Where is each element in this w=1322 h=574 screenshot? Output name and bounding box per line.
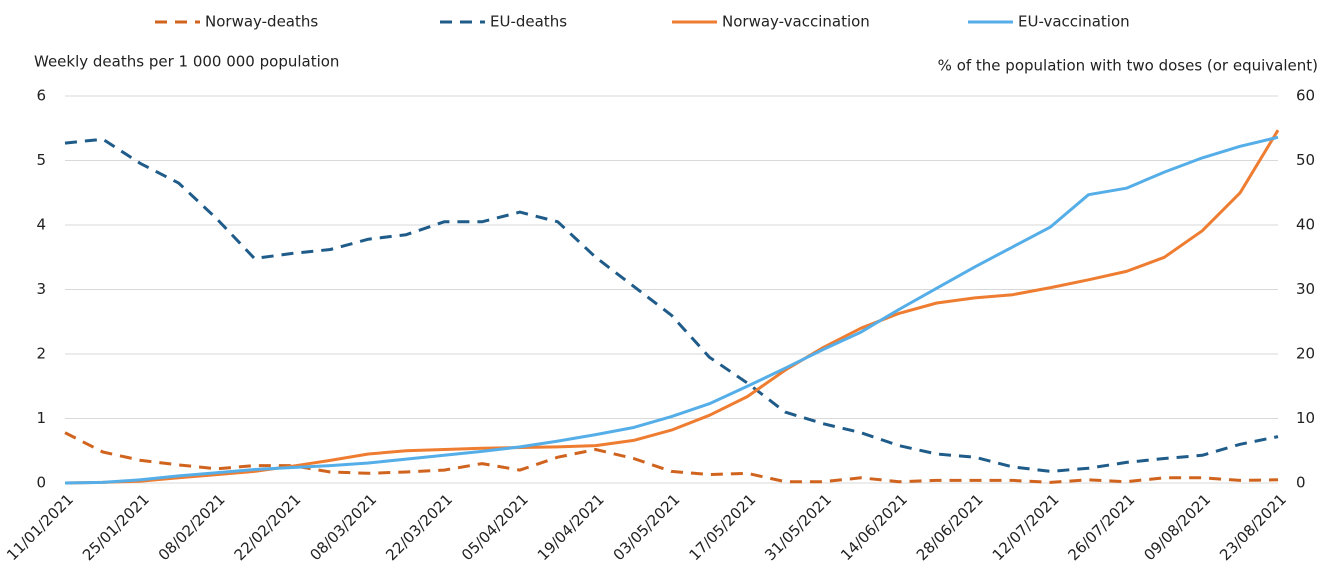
x-tick-label: 03/05/2021 [610,490,684,564]
y-tick-label: 2 [36,345,46,363]
y2-tick-label: 20 [1296,345,1315,363]
legend-label: EU-deaths [490,13,567,31]
y2-tick-label: 30 [1296,280,1315,298]
x-tick-label: 05/04/2021 [458,490,532,564]
y-tick-label: 3 [36,280,46,298]
y-tick-label: 5 [36,151,46,169]
x-tick-label: 28/06/2021 [913,490,987,564]
y2-tick-label: 50 [1296,151,1315,169]
legend-label: Norway-deaths [205,13,318,31]
x-tick-label: 31/05/2021 [761,490,835,564]
x-tick-label: 23/08/2021 [1216,490,1290,564]
x-tick-label: 08/02/2021 [155,490,229,564]
y2-tick-label: 10 [1296,409,1315,427]
x-tick-label: 22/02/2021 [231,490,305,564]
x-tick-label: 08/03/2021 [306,490,380,564]
y-tick-label: 6 [36,87,46,105]
x-tick-label: 11/01/2021 [3,490,77,564]
x-tick-label: 26/07/2021 [1065,490,1139,564]
x-tick-label: 25/01/2021 [79,490,153,564]
series-line [64,135,1279,485]
y-tick-label: 1 [36,409,46,427]
series-line [64,129,1280,485]
series-line [64,431,1279,484]
y2-tick-label: 60 [1296,87,1315,105]
legend-label: EU-vaccination [1018,13,1130,31]
legend-label: Norway-vaccination [722,13,870,31]
x-tick-label: 12/07/2021 [989,490,1063,564]
series-line [64,137,1279,473]
y2-tick-label: 0 [1296,474,1306,492]
x-tick-label: 19/04/2021 [534,490,608,564]
y2-tick-label: 40 [1296,216,1315,234]
x-tick-label: 17/05/2021 [685,490,759,564]
x-tick-label: 09/08/2021 [1140,490,1214,564]
y2-axis-label: % of the population with two doses (or e… [938,57,1318,75]
x-tick-label: 14/06/2021 [837,490,911,564]
y-axis-label: Weekly deaths per 1 000 000 population [34,53,339,71]
x-tick-label: 22/03/2021 [382,490,456,564]
y-tick-label: 0 [36,474,46,492]
y-tick-label: 4 [36,216,46,234]
